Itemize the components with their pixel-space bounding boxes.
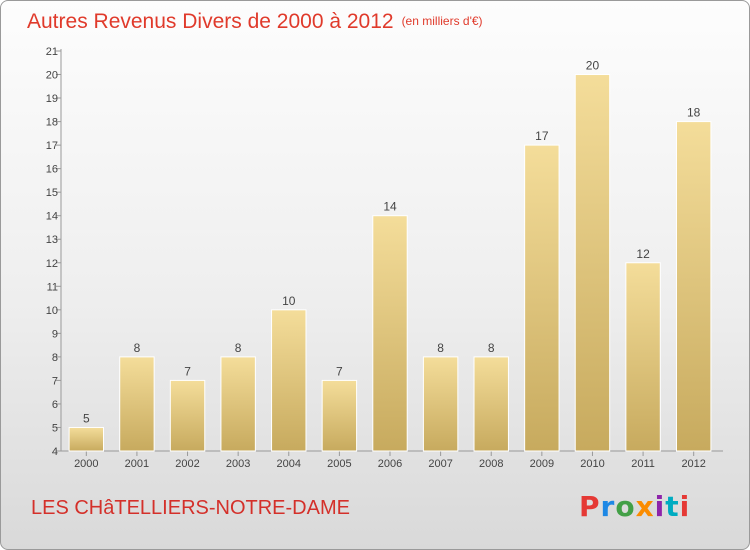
y-tick-label: 7 [52, 375, 58, 387]
data-label: 20 [586, 59, 600, 73]
logo-letter: i [654, 490, 666, 523]
data-label: 8 [488, 341, 495, 355]
data-label: 7 [336, 364, 343, 378]
x-tick-label: 2000 [74, 458, 98, 470]
y-tick-label: 18 [46, 117, 58, 129]
bar [422, 356, 459, 452]
bar [473, 356, 509, 452]
x-tick-label: 2006 [378, 458, 402, 470]
bar [68, 426, 105, 452]
y-tick-label: 11 [47, 281, 58, 293]
chart-title: Autres Revenus Divers de 2000 à 2012 (en … [27, 10, 483, 34]
y-tick-label: 5 [52, 422, 58, 434]
chart-title-text: Autres Revenus Divers de 2000 à 2012 [27, 10, 394, 33]
x-tick-label: 2011 [631, 458, 655, 470]
data-label: 17 [535, 129, 549, 143]
x-tick-label: 2008 [479, 458, 503, 470]
y-tick-label: 13 [46, 234, 58, 246]
logo-letter: x [635, 490, 655, 523]
y-tick-label: 9 [52, 328, 58, 340]
data-label: 14 [383, 200, 397, 214]
y-tick-label: 4 [52, 446, 58, 458]
y-tick-label: 21 [46, 46, 58, 58]
logo-letter: P [579, 490, 601, 523]
y-tick-label: 14 [46, 211, 58, 223]
logo-letter: t [665, 490, 680, 523]
x-tick-label: 2012 [681, 458, 705, 470]
logo-letter: r [600, 490, 616, 523]
x-tick-label: 2002 [175, 458, 199, 470]
bar [625, 262, 661, 452]
logo-letter: i [679, 490, 691, 523]
y-tick-label: 10 [46, 305, 58, 317]
y-tick-label: 16 [46, 164, 58, 176]
y-tick-label: 20 [46, 70, 58, 82]
y-tick-label: 17 [46, 140, 58, 152]
chart-unit: (en milliers d'€) [401, 14, 483, 28]
proxiti-logo: Proxiti [579, 490, 690, 523]
x-tick-label: 2009 [530, 458, 554, 470]
data-label: 10 [282, 294, 296, 308]
logo-letter: o [615, 490, 636, 523]
bar [372, 215, 408, 452]
data-label: 8 [235, 341, 242, 355]
x-tick-label: 2004 [277, 458, 301, 470]
y-tick-label: 19 [46, 93, 58, 105]
y-tick-label: 8 [52, 352, 58, 364]
bar [321, 379, 358, 452]
x-tick-label: 2003 [226, 458, 250, 470]
y-tick-label: 15 [46, 187, 58, 199]
bar [675, 121, 712, 452]
data-label: 12 [636, 247, 650, 261]
x-tick-label: 2001 [125, 458, 149, 470]
y-tick-label: 6 [52, 399, 58, 411]
bar [524, 144, 560, 452]
data-label: 8 [437, 341, 444, 355]
x-tick-label: 2005 [327, 458, 351, 470]
bar [169, 379, 206, 452]
x-tick-label: 2007 [428, 458, 452, 470]
data-label: 18 [687, 106, 701, 120]
x-tick-label: 2010 [580, 458, 604, 470]
data-label: 7 [184, 364, 191, 378]
bar [220, 356, 256, 452]
bar [271, 309, 307, 452]
bar [574, 74, 611, 452]
data-label: 5 [83, 411, 90, 425]
data-label: 8 [134, 341, 141, 355]
bar [119, 356, 155, 452]
y-tick-label: 12 [46, 258, 58, 270]
commune-name: LES CHâTELLIERS-NOTRE-DAME [31, 497, 350, 519]
